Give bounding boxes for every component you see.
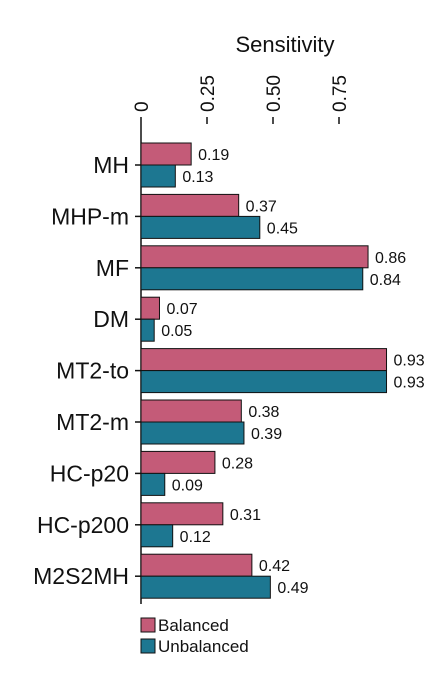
category-label: MH — [93, 152, 129, 178]
category-label: MF — [96, 255, 129, 281]
bar-balanced — [140, 348, 388, 372]
bar-value-label: 0.13 — [182, 169, 213, 186]
x-tick-label: 0.75 — [330, 75, 351, 112]
bar-balanced — [140, 399, 242, 423]
bar-value-label: 0.38 — [248, 404, 279, 421]
bars-layer: 0.19 0.13 0.37 0.45 0.86 0.84 0.07 0.05 0.93 0.93… — [140, 142, 425, 599]
bar-value-label: 0.07 — [166, 301, 197, 318]
bar-value-label: 0.39 — [251, 426, 282, 443]
bar-value-label: 0.93 — [394, 353, 425, 370]
bar-balanced — [140, 142, 192, 166]
x-tick-label: 0.25 — [198, 75, 219, 112]
bar-balanced — [140, 193, 240, 217]
bar-unbalanced — [140, 472, 166, 496]
x-tick-label: 0.50 — [264, 75, 285, 112]
category-label: MT2-to — [56, 358, 129, 384]
legend-label-unbalanced: Unbalanced — [158, 637, 249, 656]
category-label: DM — [93, 306, 129, 332]
bar-value-label: 0.93 — [394, 375, 425, 392]
bar-value-label: 0.86 — [375, 250, 406, 267]
x-tick-label: 0 — [132, 101, 153, 112]
bar-balanced — [140, 502, 224, 526]
legend: Balanced Unbalanced — [140, 616, 249, 656]
bar-unbalanced — [140, 524, 174, 548]
bar-value-label: 0.84 — [370, 272, 401, 289]
bar-value-label: 0.49 — [277, 580, 308, 597]
bar-balanced — [140, 296, 160, 320]
bar-value-label: 0.09 — [172, 477, 203, 494]
category-label: HC-p20 — [50, 460, 129, 486]
x-axis-title: Sensitivity — [235, 32, 334, 57]
bar-value-label: 0.31 — [230, 507, 261, 524]
legend-swatch-balanced — [140, 617, 156, 633]
bar-unbalanced — [140, 164, 176, 188]
bar-value-label: 0.37 — [246, 198, 277, 215]
bar-unbalanced — [140, 575, 271, 599]
category-label: HC-p200 — [37, 512, 129, 538]
bar-value-label: 0.45 — [267, 220, 298, 237]
bar-unbalanced — [140, 421, 245, 445]
bar-balanced — [140, 553, 253, 577]
category-labels: MH MHP-m MF DM MT2-to MT2-m HC-p20 HC-p200 M2S2M… — [33, 152, 141, 589]
bar-unbalanced — [140, 215, 261, 239]
bar-value-label: 0.19 — [198, 147, 229, 164]
legend-swatch-unbalanced — [140, 638, 156, 654]
bar-unbalanced — [140, 370, 388, 394]
bar-value-label: 0.42 — [259, 558, 290, 575]
bar-balanced — [140, 245, 369, 269]
category-label: M2S2MH — [33, 563, 129, 589]
legend-label-balanced: Balanced — [158, 616, 229, 635]
bar-value-label: 0.05 — [161, 323, 192, 340]
category-label: MT2-m — [56, 409, 129, 435]
bar-value-label: 0.28 — [222, 455, 253, 472]
category-label: MHP-m — [51, 203, 129, 229]
bar-balanced — [140, 450, 216, 474]
bar-unbalanced — [140, 318, 155, 342]
bar-value-label: 0.12 — [180, 529, 211, 546]
bar-unbalanced — [140, 267, 364, 291]
